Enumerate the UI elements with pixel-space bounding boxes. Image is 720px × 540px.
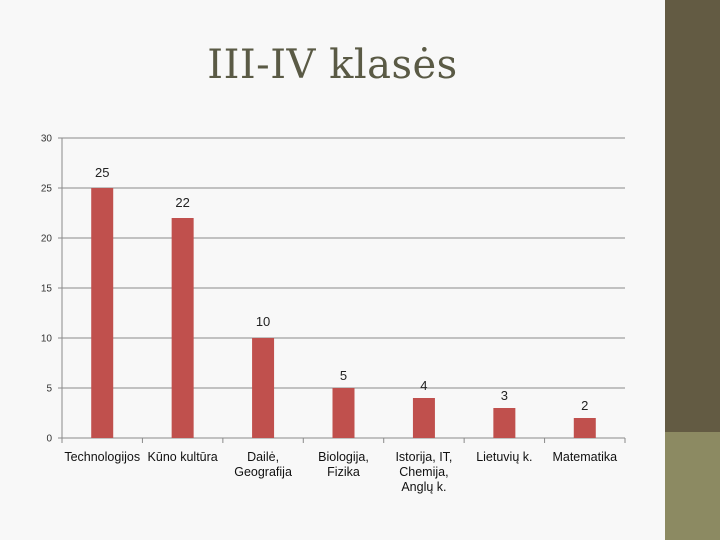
category-label: Chemija,: [399, 465, 448, 479]
slide-title: III-IV klasės: [207, 42, 458, 88]
bar: [252, 338, 275, 438]
bar: [171, 218, 194, 438]
data-label: 22: [175, 195, 189, 210]
data-label: 4: [420, 378, 427, 393]
data-label: 3: [501, 388, 508, 403]
bar: [332, 388, 355, 438]
bar: [493, 408, 516, 438]
side-panel-dark: [665, 0, 720, 432]
bar: [412, 398, 435, 438]
category-label: Fizika: [327, 465, 360, 479]
y-tick-label: 20: [41, 234, 53, 245]
y-tick-label: 0: [46, 434, 52, 445]
bar: [91, 188, 114, 438]
y-tick-label: 5: [46, 384, 52, 395]
data-label: 10: [256, 314, 270, 329]
y-tick-label: 25: [41, 184, 53, 195]
category-label: Kūno kultūra: [148, 450, 218, 464]
category-label: Dailė,: [247, 450, 279, 464]
y-tick-label: 30: [41, 134, 53, 145]
category-label: Istorija, IT,: [395, 450, 452, 464]
data-label: 2: [581, 398, 588, 413]
side-panel-light: [665, 432, 720, 540]
category-label: Matematika: [552, 450, 617, 464]
category-label: Technologijos: [64, 450, 140, 464]
category-label: Lietuvių k.: [476, 450, 532, 464]
y-tick-label: 15: [41, 284, 53, 295]
category-label: Geografija: [234, 465, 292, 479]
y-tick-label: 10: [41, 334, 53, 345]
category-label: Anglų k.: [401, 480, 446, 494]
data-label: 25: [95, 165, 109, 180]
bar: [573, 418, 596, 438]
data-label: 5: [340, 368, 347, 383]
category-label: Biologija,: [318, 450, 369, 464]
